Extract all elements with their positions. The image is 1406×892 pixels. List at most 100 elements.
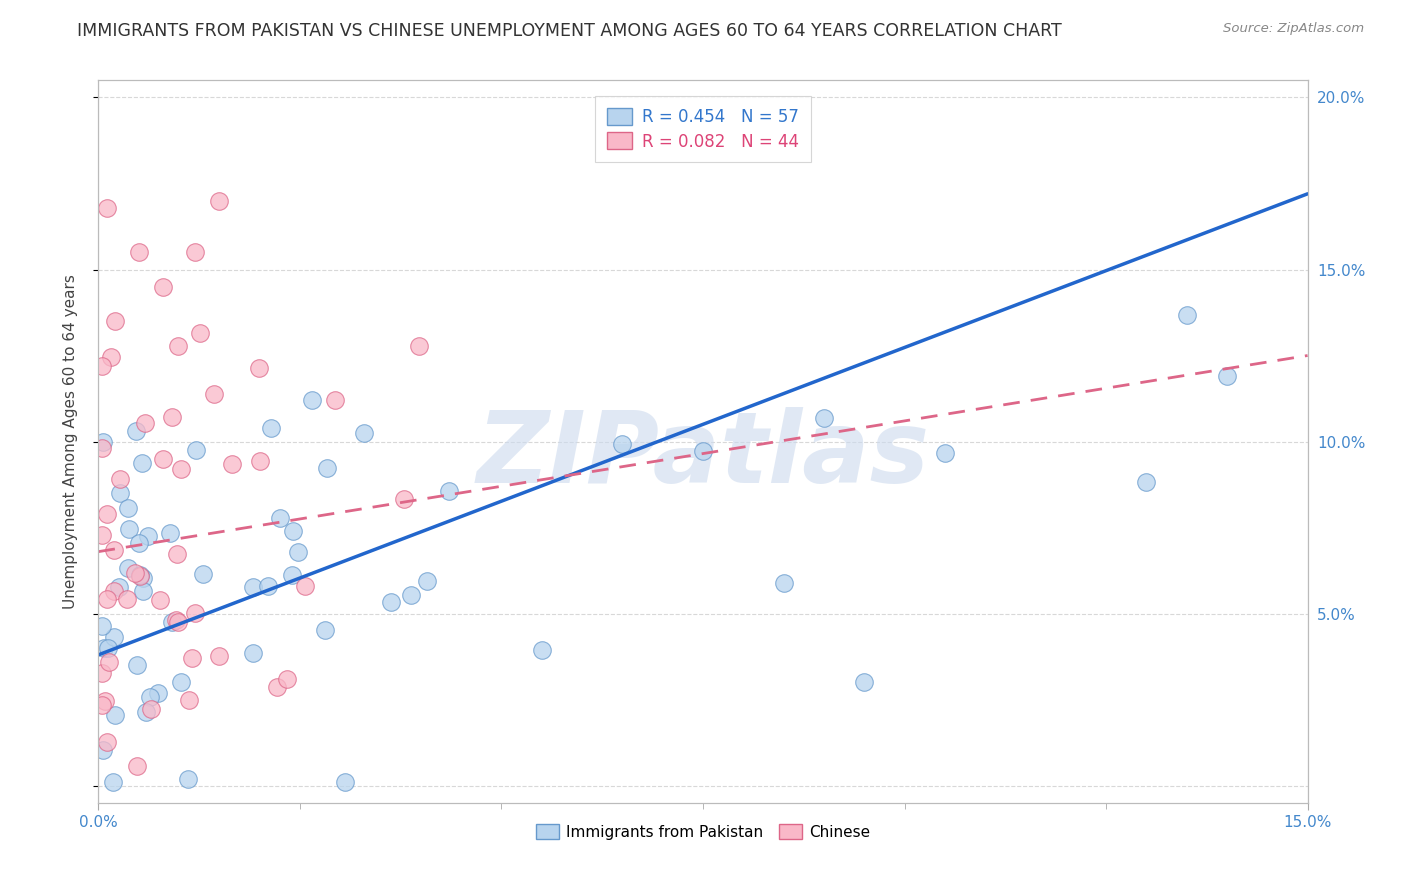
Point	[392, 491, 415, 506]
Point	[100, 351, 122, 365]
Point	[141, 702, 163, 716]
Point	[242, 580, 264, 594]
Point	[129, 568, 152, 582]
Point	[167, 339, 190, 353]
Point	[128, 535, 150, 549]
Point	[103, 543, 125, 558]
Point	[221, 457, 243, 471]
Point	[134, 416, 156, 430]
Point	[294, 579, 316, 593]
Point	[135, 705, 157, 719]
Text: Source: ZipAtlas.com: Source: ZipAtlas.com	[1223, 22, 1364, 36]
Point	[276, 673, 298, 687]
Point	[208, 194, 231, 208]
Point	[1175, 308, 1198, 322]
Point	[146, 686, 169, 700]
Point	[437, 483, 460, 498]
Point	[247, 361, 270, 376]
Point	[269, 511, 291, 525]
Point	[91, 359, 114, 374]
Point	[127, 657, 149, 672]
Point	[132, 571, 155, 585]
Point	[160, 410, 183, 425]
Point	[149, 592, 172, 607]
Point	[813, 411, 835, 425]
Point	[416, 574, 439, 588]
Point	[193, 567, 215, 582]
Point	[124, 424, 146, 438]
Point	[249, 453, 271, 467]
Point	[125, 758, 148, 772]
Point	[204, 386, 226, 401]
Point	[530, 642, 553, 657]
Point	[91, 698, 114, 712]
Point	[257, 578, 280, 592]
Point	[96, 507, 118, 521]
Point	[353, 425, 375, 440]
Point	[131, 456, 153, 470]
Point	[208, 649, 231, 664]
Point	[108, 472, 131, 486]
Point	[94, 693, 117, 707]
Point	[184, 607, 207, 621]
Point	[167, 615, 190, 629]
Point	[117, 561, 139, 575]
Point	[166, 547, 188, 561]
Point	[170, 674, 193, 689]
Point	[117, 501, 139, 516]
Point	[287, 545, 309, 559]
Point	[184, 245, 207, 260]
Point	[181, 651, 204, 665]
Point	[152, 451, 174, 466]
Point	[128, 569, 150, 583]
Point	[152, 279, 174, 293]
Point	[110, 486, 132, 500]
Point	[853, 674, 876, 689]
Point	[177, 693, 200, 707]
Point	[91, 435, 114, 450]
Text: ZIPatlas: ZIPatlas	[477, 408, 929, 505]
Point	[91, 743, 114, 757]
Point	[772, 576, 794, 591]
Point	[301, 392, 323, 407]
Point	[128, 245, 150, 260]
Point	[281, 568, 304, 582]
Point	[177, 772, 200, 786]
Point	[333, 775, 356, 789]
Legend: Immigrants from Pakistan, Chinese: Immigrants from Pakistan, Chinese	[530, 818, 876, 846]
Point	[124, 566, 146, 580]
Point	[132, 583, 155, 598]
Point	[98, 655, 121, 669]
Point	[184, 443, 207, 458]
Point	[96, 592, 118, 607]
Point	[136, 529, 159, 543]
Point	[314, 623, 336, 637]
Point	[91, 619, 114, 633]
Point	[91, 442, 114, 456]
Point	[242, 646, 264, 660]
Point	[93, 640, 115, 655]
Point	[1135, 475, 1157, 489]
Point	[96, 202, 118, 216]
Point	[260, 421, 283, 435]
Point	[380, 595, 402, 609]
Point	[159, 526, 181, 541]
Point	[103, 584, 125, 599]
Point	[103, 314, 125, 328]
Point	[104, 708, 127, 723]
Point	[934, 446, 956, 460]
Point	[188, 326, 211, 340]
Point	[103, 775, 125, 789]
Point	[165, 613, 187, 627]
Point	[399, 588, 422, 602]
Point	[96, 735, 118, 749]
Point	[281, 524, 304, 538]
Text: IMMIGRANTS FROM PAKISTAN VS CHINESE UNEMPLOYMENT AMONG AGES 60 TO 64 YEARS CORRE: IMMIGRANTS FROM PAKISTAN VS CHINESE UNEM…	[77, 22, 1062, 40]
Point	[612, 437, 634, 451]
Point	[107, 580, 129, 594]
Point	[1216, 369, 1239, 384]
Point	[103, 630, 125, 644]
Point	[160, 615, 183, 630]
Point	[170, 461, 193, 475]
Point	[91, 666, 114, 681]
